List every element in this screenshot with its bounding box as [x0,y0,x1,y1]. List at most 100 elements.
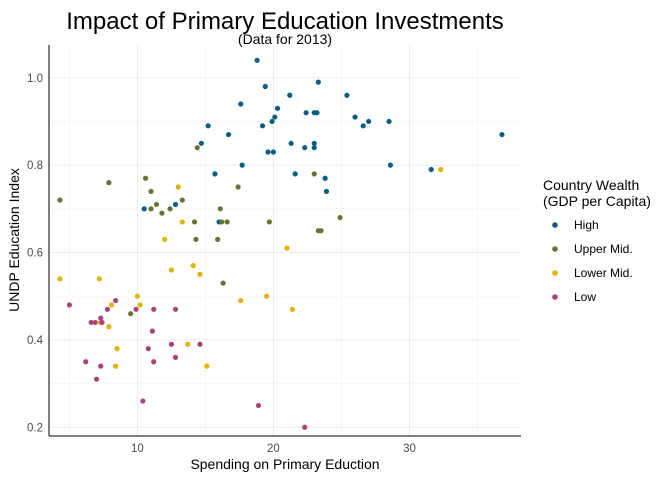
data-point-lower-mid [185,341,191,347]
data-point-upper-mid [215,236,221,243]
data-point-low [172,306,179,312]
data-point-upper-mid [153,201,160,208]
data-point-upper-mid [57,197,63,203]
data-point-high [265,149,271,155]
data-point-lower-mid [168,267,175,273]
data-point-low [197,341,203,347]
data-point-low [255,402,262,409]
data-point-high [428,166,434,173]
chart-title: Impact of Primary Education Investments [66,8,504,35]
data-point-low [145,346,151,352]
data-point-upper-mid [179,197,185,203]
data-point-high [270,149,277,155]
data-point-lower-mid [106,324,112,330]
data-point-high [292,171,298,177]
data-point-high [366,118,372,125]
legend-key-lower-mid [552,270,558,276]
data-point-low [151,306,157,312]
data-point-high [272,114,278,120]
data-point-lower-mid [137,302,143,308]
data-point-lower-mid [114,346,120,352]
data-point-low [98,315,104,321]
data-point-high [344,92,350,98]
data-point-high [269,118,275,125]
data-point-upper-mid [217,206,223,212]
data-point-upper-mid [148,188,154,194]
data-point-high [172,201,179,208]
y-axis-title: UNDP Education Index [6,168,22,312]
y-tick-label: 0.6 [27,248,43,260]
data-point-lower-mid [197,271,203,277]
data-point-upper-mid [318,228,324,234]
data-point-high [225,131,232,138]
data-point-high [141,206,147,212]
data-point-high [287,92,293,98]
data-point-upper-mid [194,145,200,151]
data-point-low [168,341,175,347]
legend-title-line1: Country Wealth [543,177,639,193]
x-axis-title: Spending on Primary Eduction [190,456,379,472]
legend-key-upper-mid [552,246,558,252]
data-point-low [104,306,111,312]
data-point-high [303,110,309,116]
data-point-low [99,319,105,326]
data-point-low [66,302,73,308]
x-tick-label: 10 [131,443,144,455]
data-point-high [314,110,320,116]
data-point-low [83,359,89,365]
x-tick-label: 30 [403,443,416,455]
data-point-high [302,145,308,151]
y-tick-label: 0.4 [27,335,44,347]
data-point-high [311,140,317,146]
data-point-lower-mid [204,363,210,369]
legend: Country Wealth (GDP per Capita) High Uppe… [543,177,651,304]
data-point-upper-mid [128,311,134,317]
y-tick-label: 1.0 [27,73,43,85]
data-point-lower-mid [162,236,168,243]
legend-key-high [552,222,558,228]
data-point-low [88,319,94,326]
data-point-high [238,101,244,107]
data-point-upper-mid [159,210,165,216]
data-point-lower-mid [289,306,296,312]
data-point-lower-mid [264,293,270,299]
data-point-low [133,306,139,312]
data-point-lower-mid [108,302,115,308]
data-point-high [360,123,366,129]
data-point-high [254,57,260,63]
data-point-high [259,123,266,129]
data-point-low [113,297,119,304]
data-point-high [322,175,328,181]
data-point-upper-mid [220,280,226,286]
data-point-high [387,162,394,168]
data-point-high [499,131,505,138]
data-point-lower-mid [96,276,102,282]
data-point-upper-mid [106,180,112,186]
grid-lines [49,45,521,436]
data-point-low [172,354,179,360]
data-point-high [198,140,204,146]
data-point-high [323,188,330,194]
data-point-high [274,105,281,111]
data-points [57,57,505,430]
data-point-lower-mid [284,245,290,251]
axes [48,45,521,437]
data-point-lower-mid [113,363,119,369]
legend-title-line2: (GDP per Capita) [543,193,651,209]
data-point-low [92,319,98,326]
data-point-low [302,424,308,430]
data-point-high [212,171,218,177]
data-point-upper-mid [193,236,199,243]
x-tick-label: 20 [267,443,280,455]
data-point-high [386,118,392,125]
data-point-low [140,398,146,404]
legend-label-lower-mid: Lower Mid. [574,266,633,280]
data-point-lower-mid [175,184,181,190]
data-point-lower-mid [238,297,244,304]
legend-key-low [552,294,558,300]
data-point-high [205,123,211,129]
legend-label-upper-mid: Upper Mid. [574,242,633,256]
data-point-upper-mid [266,219,272,225]
data-point-upper-mid [235,184,241,190]
